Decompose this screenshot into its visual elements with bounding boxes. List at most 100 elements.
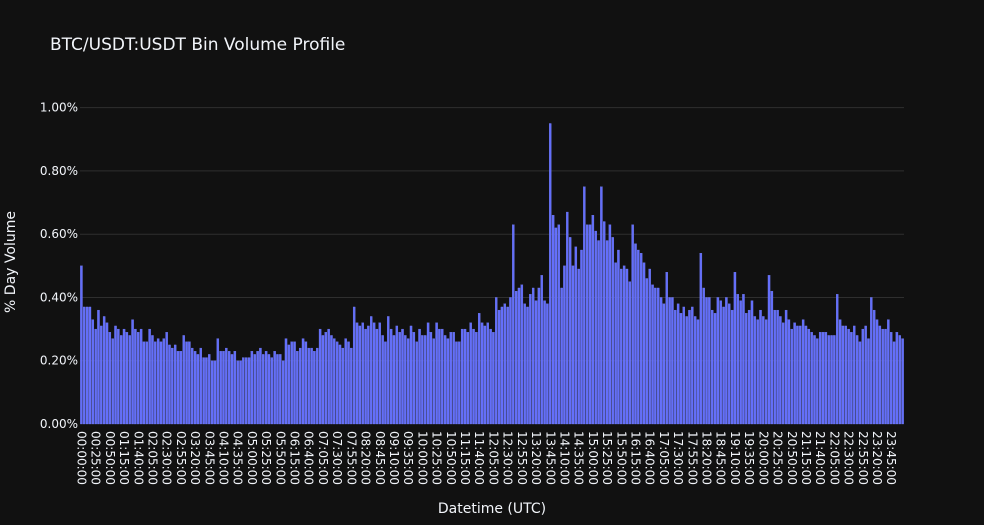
bar xyxy=(239,360,242,425)
bar xyxy=(176,351,180,425)
bar xyxy=(827,335,830,425)
bar xyxy=(901,338,904,425)
bar xyxy=(796,325,799,425)
bar xyxy=(898,335,901,425)
bar xyxy=(370,316,373,425)
x-tick-label: 21:40:00 xyxy=(813,431,827,485)
bar xyxy=(284,338,288,425)
bar xyxy=(529,294,532,425)
bar xyxy=(634,243,637,425)
bar xyxy=(483,325,487,425)
bar xyxy=(250,351,254,425)
bar xyxy=(134,328,137,425)
x-tick-label: 12:05:00 xyxy=(486,431,500,485)
bar xyxy=(671,297,674,425)
bar xyxy=(486,322,489,425)
bar xyxy=(526,306,529,425)
bar xyxy=(381,335,384,425)
bar xyxy=(790,328,793,425)
bar xyxy=(787,319,791,425)
bar xyxy=(446,338,450,425)
x-tick-label: 17:30:00 xyxy=(671,431,685,485)
bar xyxy=(148,328,151,425)
bar xyxy=(387,316,390,425)
bar xyxy=(367,325,370,425)
bar xyxy=(281,360,285,425)
bar xyxy=(577,268,580,425)
bar xyxy=(330,335,333,425)
x-tick-label: 10:50:00 xyxy=(444,431,458,485)
bar xyxy=(122,328,126,425)
bar xyxy=(557,224,560,425)
bar xyxy=(310,347,313,425)
bar xyxy=(364,328,367,425)
bar xyxy=(219,351,222,425)
x-tick-label: 20:25:00 xyxy=(771,431,785,485)
x-tick-label: 10:25:00 xyxy=(430,431,444,485)
bar xyxy=(833,335,836,425)
bar xyxy=(125,332,129,425)
bar xyxy=(290,341,293,425)
x-tick-label: 05:25:00 xyxy=(259,431,273,485)
bar xyxy=(813,335,816,425)
bar xyxy=(244,357,248,425)
bar xyxy=(338,344,342,425)
bar xyxy=(631,224,634,425)
bar xyxy=(458,341,461,425)
bar xyxy=(301,338,305,425)
bar xyxy=(324,332,327,425)
bar xyxy=(648,268,651,425)
bar xyxy=(665,271,668,425)
bar xyxy=(639,253,643,425)
bar xyxy=(287,344,291,425)
x-tick-label: 21:15:00 xyxy=(799,431,813,485)
bar xyxy=(276,354,279,425)
bar xyxy=(603,221,606,425)
bar xyxy=(762,316,765,425)
x-tick-label: 09:35:00 xyxy=(401,431,415,485)
bar xyxy=(605,240,609,425)
bar xyxy=(162,338,166,425)
bar xyxy=(739,300,742,425)
bar xyxy=(347,341,350,425)
bar xyxy=(889,332,893,425)
bar xyxy=(449,332,453,425)
bar xyxy=(708,297,711,425)
bar xyxy=(858,341,862,425)
bar xyxy=(563,265,566,425)
bar xyxy=(202,357,205,425)
bar xyxy=(500,306,504,425)
bar xyxy=(875,319,879,425)
bar xyxy=(821,332,825,425)
bar xyxy=(895,332,899,425)
bar xyxy=(185,341,188,425)
x-tick-label: 02:30:00 xyxy=(160,431,174,485)
bar xyxy=(352,306,356,425)
bar xyxy=(651,284,654,425)
bar xyxy=(702,287,705,425)
bar xyxy=(676,303,680,425)
bar xyxy=(600,186,603,425)
bar xyxy=(804,325,808,425)
bar xyxy=(850,332,853,425)
bar xyxy=(216,338,220,425)
bar xyxy=(233,351,237,425)
x-tick-label: 03:20:00 xyxy=(188,431,202,485)
bar xyxy=(335,341,339,425)
bar xyxy=(688,309,691,425)
bar xyxy=(188,341,191,425)
bar xyxy=(892,341,896,425)
x-axis-title: Datetime (UTC) xyxy=(438,501,546,517)
bar xyxy=(799,325,802,425)
bar xyxy=(872,309,876,425)
x-tick-label: 08:20:00 xyxy=(359,431,373,485)
x-tick-label: 20:00:00 xyxy=(756,431,770,485)
x-tick-label: 23:45:00 xyxy=(884,431,898,485)
chart-title: BTC/USDT:USDT Bin Volume Profile xyxy=(50,35,345,55)
bar xyxy=(662,303,666,425)
bar xyxy=(264,351,268,425)
y-tick-label: 0.80% xyxy=(40,164,78,178)
bar xyxy=(114,325,117,425)
